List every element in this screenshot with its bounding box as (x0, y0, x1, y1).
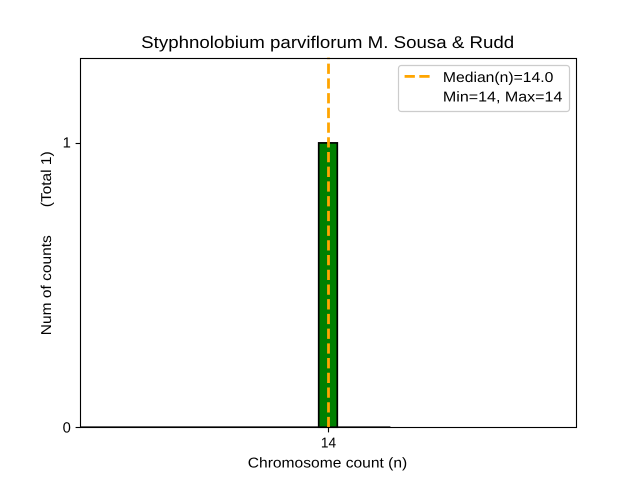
svg-text:Median(n)=14.0: Median(n)=14.0 (443, 70, 554, 86)
svg-text:Num of counts: Num of counts (39, 235, 55, 335)
svg-text:Styphnolobium parviflorum M. S: Styphnolobium parviflorum M. Sousa & Rud… (141, 33, 514, 52)
svg-text:14: 14 (321, 436, 336, 452)
svg-text:1: 1 (63, 136, 71, 152)
svg-text:Min=14, Max=14: Min=14, Max=14 (443, 89, 563, 105)
svg-text:Chromosome count (n): Chromosome count (n) (248, 455, 408, 471)
svg-text:(Total 1): (Total 1) (39, 151, 55, 207)
svg-text:0: 0 (63, 421, 71, 437)
